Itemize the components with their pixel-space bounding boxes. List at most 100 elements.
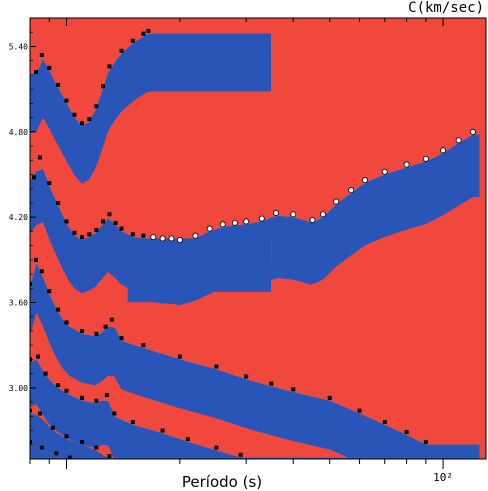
- higher-mode-1-point: [72, 112, 77, 117]
- higher-mode-3-point: [103, 324, 108, 329]
- higher-mode-4-point: [112, 411, 117, 416]
- higher-mode-4-point: [185, 437, 190, 442]
- higher-mode-3-point: [64, 320, 69, 325]
- higher-mode-1-point: [87, 117, 92, 122]
- y-axis-title: C(km/sec): [408, 0, 484, 16]
- higher-mode-1-point: [56, 82, 61, 87]
- higher-mode-1-point: [119, 48, 124, 53]
- fundamental-mode-point: [243, 218, 250, 225]
- x-tick-label: 10²: [433, 471, 453, 484]
- higher-mode-4-point: [214, 445, 219, 450]
- higher-mode-5-point: [80, 439, 85, 444]
- fundamental-mode-point: [320, 211, 327, 218]
- higher-mode-5-point: [37, 411, 42, 416]
- heatmap-band-mode-2-level-0: [30, 168, 272, 294]
- higher-mode-4-point: [56, 383, 61, 388]
- higher-mode-4-point: [160, 428, 165, 433]
- y-tick-label: 3.60: [9, 299, 28, 308]
- higher-mode-2-point: [80, 235, 85, 240]
- higher-mode-5-point: [94, 445, 99, 450]
- higher-mode-3-point: [291, 387, 296, 392]
- higher-mode-4-point: [130, 420, 135, 425]
- higher-mode-2-point: [130, 232, 135, 237]
- higher-mode-4-point: [94, 398, 99, 403]
- fundamental-mode-point: [333, 198, 340, 205]
- higher-mode-3-point: [269, 381, 274, 386]
- higher-mode-6-point: [30, 439, 32, 444]
- higher-mode-3-point: [30, 282, 32, 287]
- fundamental-mode-point: [403, 161, 410, 168]
- fundamental-mode-point: [176, 236, 183, 243]
- higher-mode-1-point: [47, 65, 52, 70]
- fundamental-mode-point: [258, 215, 265, 222]
- higher-mode-3-point: [423, 439, 428, 444]
- higher-mode-3-point: [109, 317, 114, 322]
- fundamental-mode-point: [440, 147, 447, 154]
- higher-mode-2-point: [100, 219, 105, 224]
- higher-mode-3-point: [119, 336, 124, 341]
- higher-mode-2-point: [94, 227, 99, 232]
- higher-mode-4-point: [64, 388, 69, 393]
- higher-mode-6-point: [67, 455, 72, 459]
- velocity-heatmap: [30, 18, 486, 459]
- fundamental-mode-point: [150, 234, 157, 241]
- higher-mode-3-point: [39, 269, 44, 274]
- fundamental-mode-point: [272, 209, 279, 216]
- higher-mode-1-point: [39, 52, 44, 57]
- fundamental-mode-point: [231, 219, 238, 226]
- higher-mode-4-point: [80, 395, 85, 400]
- higher-mode-3-point: [47, 289, 52, 294]
- fundamental-mode-point: [361, 177, 368, 184]
- higher-mode-2-point: [32, 175, 37, 180]
- higher-mode-1-point: [107, 64, 112, 69]
- y-tick-label: 3.00: [9, 384, 28, 393]
- higher-mode-3-point: [382, 420, 387, 425]
- higher-mode-1-point: [94, 104, 99, 109]
- higher-mode-4-point: [35, 354, 40, 359]
- higher-mode-4-point: [43, 371, 48, 376]
- higher-mode-5-point: [30, 408, 32, 413]
- higher-mode-4-point: [238, 452, 243, 457]
- higher-mode-3-point: [404, 429, 409, 434]
- fundamental-mode-point: [290, 211, 297, 218]
- higher-mode-3-point: [244, 374, 249, 379]
- y-tick-label: 4.20: [9, 213, 28, 222]
- higher-mode-3-point: [56, 307, 61, 312]
- higher-mode-2-point: [119, 226, 124, 231]
- higher-mode-3-point: [80, 328, 85, 333]
- higher-mode-1-point: [141, 31, 146, 36]
- higher-mode-2-point: [56, 200, 61, 205]
- higher-mode-3-point: [34, 257, 39, 262]
- heatmap-band-mode-1-level-0: [30, 33, 272, 184]
- higher-mode-1-point: [100, 84, 105, 89]
- higher-mode-4-point: [104, 392, 109, 397]
- plot-frame: [29, 17, 487, 460]
- higher-mode-2-point: [72, 230, 77, 235]
- fundamental-mode-point: [159, 235, 166, 242]
- fundamental-mode-point: [422, 155, 429, 162]
- higher-mode-5-point: [64, 434, 69, 439]
- higher-mode-3-point: [94, 331, 99, 336]
- higher-mode-2-point: [64, 219, 69, 224]
- y-tick-label: 5.40: [9, 42, 28, 51]
- higher-mode-2-point: [87, 232, 92, 237]
- fundamental-mode-point: [192, 232, 199, 239]
- higher-mode-1-point: [146, 28, 151, 33]
- higher-mode-2-point: [107, 212, 112, 217]
- dispersion-modes: [30, 28, 476, 459]
- x-axis-title: Período (s): [182, 473, 262, 491]
- fundamental-mode-point: [348, 187, 355, 194]
- higher-mode-1-point: [130, 38, 135, 43]
- higher-mode-3-point: [141, 343, 146, 348]
- fundamental-mode-point: [206, 225, 213, 232]
- fundamental-mode-point: [219, 221, 226, 228]
- heatmap-band-mode-5-level-0: [30, 413, 232, 459]
- x-axis: 10²: [29, 18, 453, 484]
- fundamental-mode-point: [455, 137, 462, 144]
- higher-mode-5-point: [107, 454, 112, 459]
- higher-mode-6-point: [54, 451, 59, 456]
- heatmap-band-mode-4-level-0: [30, 359, 369, 459]
- fundamental-mode-point: [469, 128, 476, 135]
- higher-mode-1-point: [80, 121, 85, 126]
